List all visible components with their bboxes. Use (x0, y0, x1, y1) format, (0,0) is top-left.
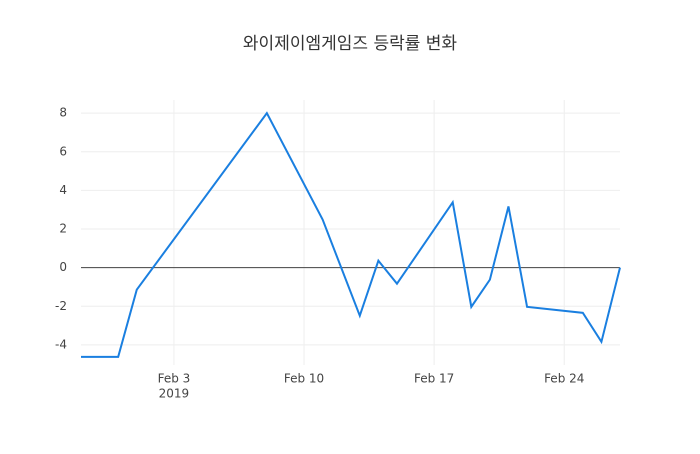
x-tick-label: Feb 10 (284, 372, 324, 386)
x-tick-label: Feb 17 (414, 372, 454, 386)
y-tick-label: 8 (59, 106, 67, 120)
y-tick-label: -2 (55, 299, 67, 313)
y-tick-label: 0 (59, 260, 67, 274)
chart-title: 와이제이엠게임즈 등락률 변화 (243, 34, 457, 54)
line-series (81, 111, 621, 358)
y-tick-label: 6 (59, 144, 67, 158)
x-tick-label: Feb 24 (544, 372, 584, 386)
y-tick-label: 4 (59, 183, 67, 197)
x-tick-label: Feb 3 (158, 372, 191, 386)
x-tick-sublabel: 2019 (159, 387, 190, 401)
y-tick-label: -4 (55, 337, 67, 351)
y-tick-label: 2 (59, 222, 67, 236)
